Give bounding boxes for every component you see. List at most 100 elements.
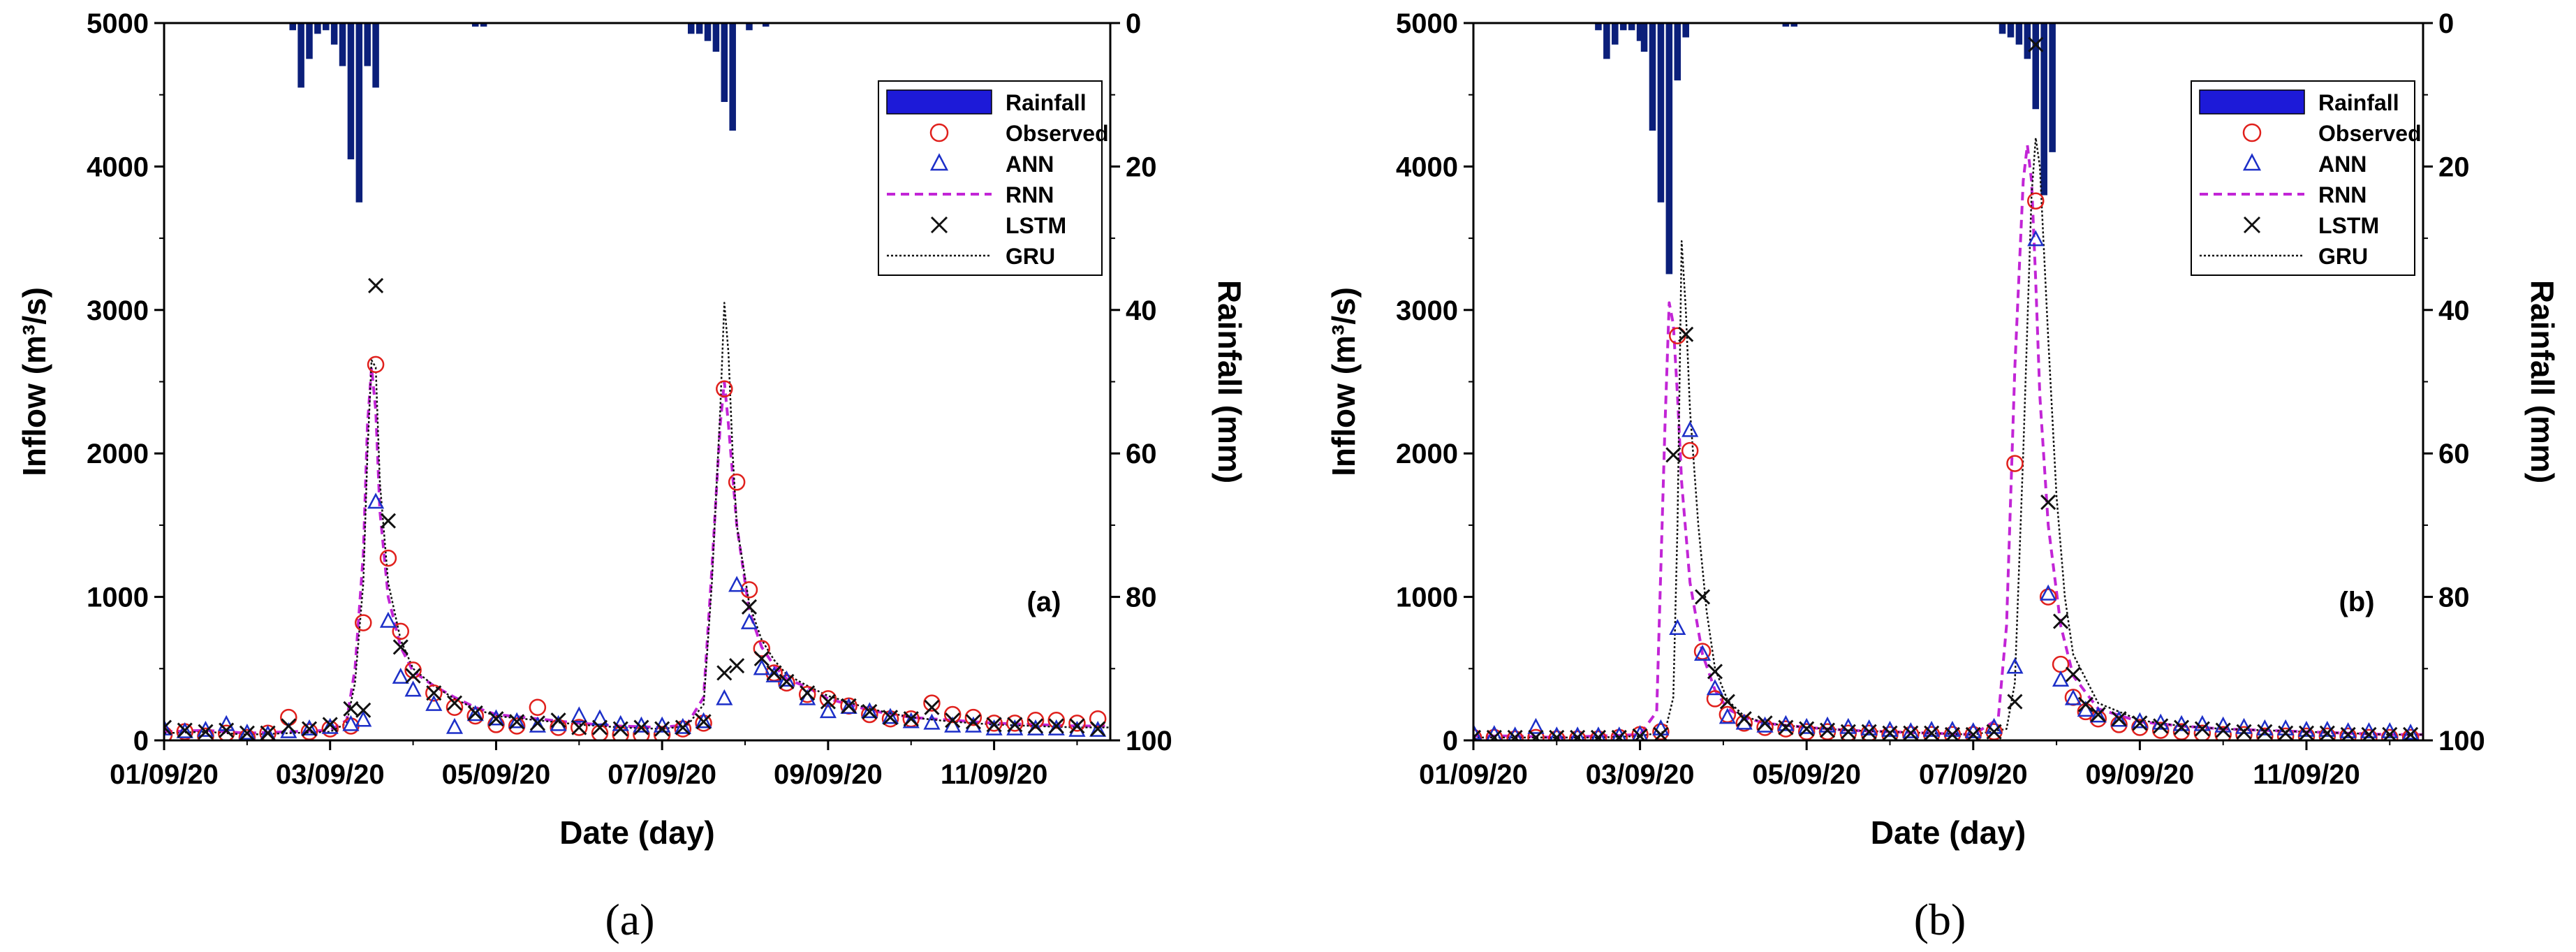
rnn-series-line	[164, 366, 1110, 735]
rainfall-bar	[1682, 23, 1689, 38]
ann-point	[300, 719, 318, 735]
lstm-point	[2361, 726, 2377, 740]
lstm-point	[695, 714, 712, 730]
lstm-point	[2257, 724, 2273, 740]
rainfall-bar	[688, 23, 695, 34]
lstm-point	[392, 639, 409, 655]
lstm-point	[1944, 726, 1961, 740]
lstm-point	[322, 717, 338, 733]
observed-point	[2052, 655, 2070, 673]
y-tick-label: 3000	[1396, 295, 1458, 326]
ann-point	[446, 717, 464, 734]
rainfall-bar	[712, 23, 720, 52]
observed-point	[728, 474, 746, 491]
ann-point	[508, 712, 526, 728]
rainfall-bar	[314, 23, 321, 34]
lstm-point	[841, 698, 857, 714]
lstm-point	[633, 719, 649, 735]
rainfall-bar	[1612, 23, 1619, 45]
x-tick-label: 01/09/20	[1419, 759, 1528, 790]
lstm-point	[2403, 726, 2419, 740]
observed-point	[1527, 728, 1545, 740]
lstm-point	[1707, 664, 1723, 680]
observed-point	[404, 661, 422, 679]
lstm-point	[1719, 694, 1735, 710]
observed-point	[508, 717, 526, 735]
y-tick-label: 1000	[1396, 583, 1458, 613]
legend-swatch-lstm	[2243, 216, 2261, 234]
legend: Rainfall Observed ANN RNN LSTM GRU	[2191, 80, 2422, 276]
observed-point	[716, 380, 733, 398]
ann-point	[466, 705, 484, 722]
ann-point	[404, 680, 422, 697]
ann-point	[164, 719, 173, 735]
rainfall-bar	[323, 23, 330, 31]
ann-point	[1527, 717, 1545, 734]
rainfall-bar	[339, 23, 346, 66]
lstm-point	[986, 717, 1002, 733]
y2-tick-label: 20	[1126, 152, 1157, 182]
ann-point	[1706, 679, 1724, 696]
ann-point	[238, 724, 256, 740]
ann-point	[740, 613, 758, 629]
observed-point	[2089, 710, 2107, 728]
lstm-point	[198, 724, 214, 740]
lstm-point	[753, 650, 770, 666]
observed-point	[1068, 715, 1086, 732]
observed-point	[355, 614, 372, 631]
ann-point	[571, 706, 588, 723]
ann-point	[1756, 716, 1774, 733]
rainfall-bar	[480, 23, 487, 27]
observed-point	[964, 708, 982, 726]
rainfall-bar	[1619, 23, 1627, 31]
observed-point	[1681, 441, 1699, 460]
observed-point	[1589, 730, 1607, 740]
caption-a: (a)	[605, 895, 654, 944]
legend-label: ANN	[2318, 152, 2367, 177]
rainfall-bar	[2024, 23, 2031, 59]
ann-point	[2064, 689, 2082, 705]
ann-point	[1718, 708, 1736, 724]
observed-point	[1568, 730, 1587, 740]
observed-point	[571, 719, 588, 736]
lstm-point	[1861, 724, 1877, 740]
lstm-point	[405, 668, 421, 684]
series-layer	[1473, 36, 2423, 740]
ann-point	[529, 716, 546, 733]
lstm-point	[368, 277, 384, 293]
lstm-point	[2040, 494, 2056, 511]
legend-swatch-ann	[2242, 153, 2262, 171]
y-tick-label: 4000	[1396, 152, 1458, 182]
ann-point	[674, 717, 691, 734]
lstm-point	[591, 719, 608, 735]
lstm-point	[1570, 729, 1586, 740]
lstm-point	[1611, 729, 1627, 740]
rainfall-bar	[2007, 23, 2015, 38]
observed-point	[819, 690, 837, 708]
observed-point	[1706, 690, 1724, 708]
observed-point	[753, 640, 771, 657]
ann-point	[1693, 645, 1712, 661]
lstm-point	[1069, 718, 1085, 734]
x-tick-label: 11/09/20	[2253, 759, 2360, 790]
lstm-point	[529, 715, 545, 731]
lstm-point	[1486, 729, 1502, 740]
x-tick-label: 09/09/20	[2086, 759, 2195, 790]
y-tick-label: 2000	[87, 439, 149, 469]
lstm-point	[1507, 729, 1523, 740]
y-tick-label: 1000	[87, 583, 149, 613]
y2-axis-title: Rainfall (mm)	[2524, 280, 2561, 483]
lstm-point	[2111, 711, 2127, 727]
lstm-point	[219, 722, 235, 738]
rainfall-bar	[355, 23, 363, 203]
lstm-point	[260, 725, 276, 740]
lstm-point	[1007, 717, 1023, 733]
lstm-point	[716, 665, 733, 681]
ann-point	[2089, 706, 2107, 723]
y2-tick-label: 80	[1126, 583, 1157, 613]
lstm-point	[1653, 726, 1669, 740]
observed-point	[985, 715, 1003, 732]
rainfall-bar	[1628, 23, 1635, 31]
lstm-point	[177, 722, 193, 738]
